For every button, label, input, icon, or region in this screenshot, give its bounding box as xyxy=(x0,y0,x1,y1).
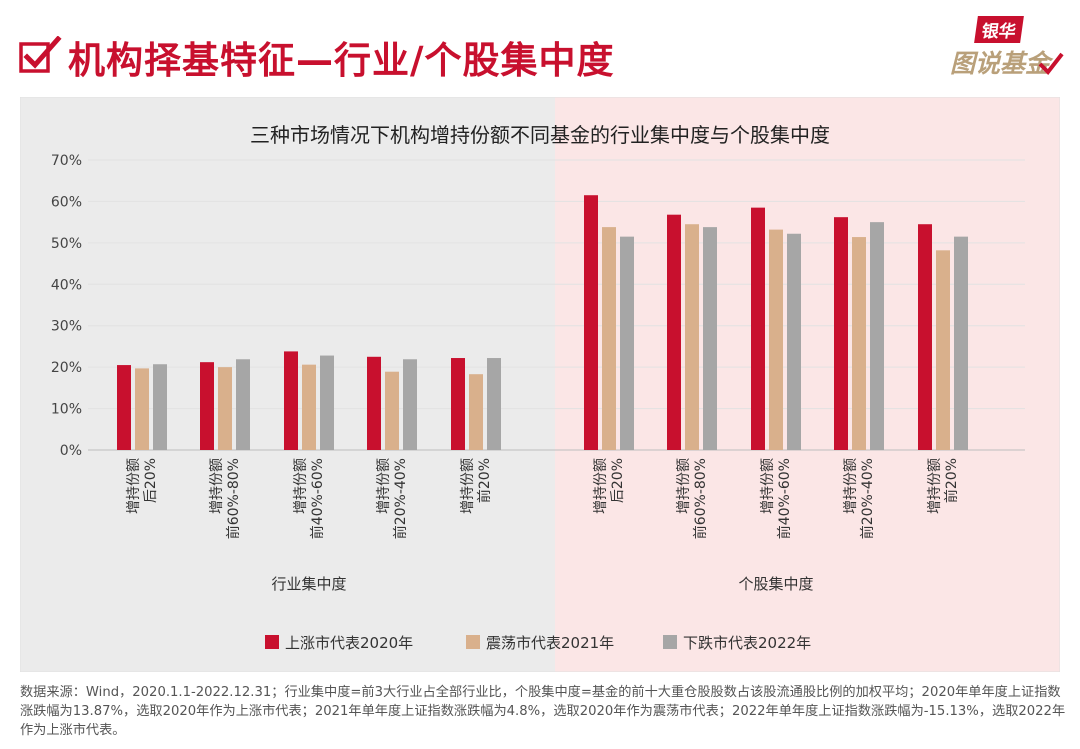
x-tick-label-line: 增持份额 xyxy=(676,458,692,514)
x-tick-label: 增持份额前20%-40% xyxy=(376,458,409,539)
bar-2-7 xyxy=(685,224,699,450)
bar-1-3 xyxy=(284,351,298,450)
bar-3-1 xyxy=(153,364,167,450)
x-tick-label: 增持份额前20% xyxy=(460,458,493,514)
bar-3-5 xyxy=(487,358,501,450)
legend-label-2: 震荡市代表2021年 xyxy=(486,634,614,652)
bar-chart: 三种市场情况下机构增持份额不同基金的行业集中度与个股集中度 0% 10% 20% 30%… xyxy=(20,97,1060,672)
bar-2-10 xyxy=(936,250,950,450)
legend-swatch-2 xyxy=(466,635,480,649)
header: 机构择基特征—行业/个股集中度 银华 图说基金 xyxy=(0,0,1080,95)
bar-1-10 xyxy=(918,224,932,450)
x-tick-label: 增持份额前60%-80% xyxy=(676,458,709,539)
x-tick-label-line: 前20% xyxy=(476,458,493,503)
bar-3-6 xyxy=(620,236,634,450)
x-tick-label-line: 前20% xyxy=(943,458,960,503)
x-tick-label-line: 前40%-60% xyxy=(776,458,793,539)
chart-panel: 三种市场情况下机构增持份额不同基金的行业集中度与个股集中度 0% 10% 20% 30%… xyxy=(20,97,1060,672)
brand-logo-bottom: 图说基金 xyxy=(949,49,1050,78)
x-tick-label-line: 增持份额 xyxy=(460,458,476,514)
y-tick-label: 50% xyxy=(51,236,82,252)
x-tick-label-line: 增持份额 xyxy=(126,458,142,514)
x-tick-label-line: 前20%-40% xyxy=(859,458,876,539)
y-tick-label: 0% xyxy=(60,443,82,459)
x-tick-label-line: 前60%-80% xyxy=(225,458,242,539)
bar-3-8 xyxy=(787,233,801,450)
x-tick-label: 增持份额前20%-40% xyxy=(843,458,876,539)
x-tick-label: 增持份额前40%-60% xyxy=(760,458,793,539)
x-tick-label: 增持份额后20% xyxy=(593,458,626,514)
bar-2-4 xyxy=(385,371,399,450)
bar-1-2 xyxy=(200,362,214,450)
x-tick-label-line: 增持份额 xyxy=(593,458,609,514)
bar-1-1 xyxy=(117,365,131,450)
x-tick-label-line: 前20%-40% xyxy=(392,458,409,539)
bar-2-6 xyxy=(602,227,616,450)
y-tick-label: 70% xyxy=(51,153,82,169)
brand-check-icon xyxy=(1038,52,1064,76)
page-title: 机构择基特征—行业/个股集中度 xyxy=(68,39,615,82)
x-tick-label: 增持份额前60%-80% xyxy=(209,458,242,539)
bar-1-5 xyxy=(451,358,465,450)
bar-3-2 xyxy=(236,359,250,450)
legend-swatch-3 xyxy=(663,635,677,649)
x-tick-label: 增持份额后20% xyxy=(126,458,159,514)
x-tick-label-line: 增持份额 xyxy=(760,458,776,514)
x-tick-label: 增持份额前20% xyxy=(927,458,960,514)
x-tick-label-line: 前60%-80% xyxy=(692,458,709,539)
bar-2-9 xyxy=(852,237,866,450)
bar-3-3 xyxy=(320,355,334,450)
legend-swatch-1 xyxy=(265,635,279,649)
bar-1-9 xyxy=(834,217,848,450)
bar-1-6 xyxy=(584,195,598,450)
x-tick-label-line: 后20% xyxy=(143,458,159,503)
brand-logo-top: 银华 xyxy=(974,16,1024,43)
bar-3-10 xyxy=(954,236,968,450)
x-tick-label-line: 增持份额 xyxy=(293,458,309,514)
x-tick-label: 增持份额前40%-60% xyxy=(293,458,326,539)
x-tick-label-line: 前40%-60% xyxy=(309,458,326,539)
y-tick-label: 20% xyxy=(51,360,82,376)
bar-3-4 xyxy=(403,359,417,450)
bar-1-4 xyxy=(367,356,381,450)
y-tick-label: 10% xyxy=(51,402,82,418)
bar-2-3 xyxy=(302,364,316,450)
bar-1-7 xyxy=(667,214,681,450)
chart-title: 三种市场情况下机构增持份额不同基金的行业集中度与个股集中度 xyxy=(250,123,830,147)
bar-3-7 xyxy=(703,227,717,450)
x-tick-label-line: 增持份额 xyxy=(843,458,859,514)
stock-panel-bg xyxy=(555,97,1060,672)
bar-2-8 xyxy=(769,229,783,450)
group-label: 个股集中度 xyxy=(738,575,813,593)
bar-1-8 xyxy=(751,207,765,450)
footnote: 数据来源：Wind，2020.1.1-2022.12.31；行业集中度=前3大行… xyxy=(20,685,1066,738)
group-label: 行业集中度 xyxy=(271,575,346,593)
bar-2-1 xyxy=(135,368,149,450)
bar-3-9 xyxy=(870,222,884,450)
x-tick-label-line: 增持份额 xyxy=(927,458,943,514)
bar-2-2 xyxy=(218,367,232,450)
y-tick-label: 60% xyxy=(51,194,82,210)
y-tick-label: 30% xyxy=(51,319,82,335)
x-tick-label-line: 增持份额 xyxy=(209,458,225,514)
bar-2-5 xyxy=(469,374,483,450)
brand-logo: 银华 图说基金 xyxy=(934,16,1064,84)
legend-label-3: 下跌市代表2022年 xyxy=(683,634,811,652)
legend-label-1: 上涨市代表2020年 xyxy=(285,634,413,652)
checkbox-icon xyxy=(19,36,62,73)
x-tick-label-line: 后20% xyxy=(610,458,626,503)
x-tick-label-line: 增持份额 xyxy=(376,458,392,514)
y-tick-label: 40% xyxy=(51,277,82,293)
